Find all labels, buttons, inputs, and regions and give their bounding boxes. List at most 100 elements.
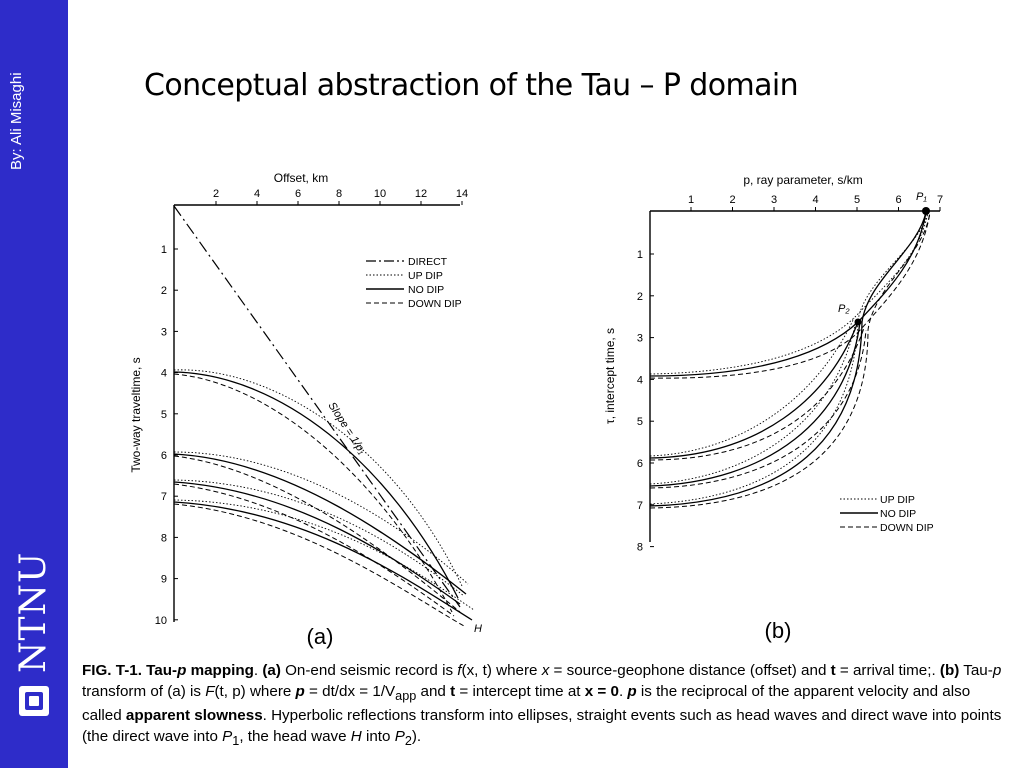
author-text: By: Ali Misaghi <box>8 72 25 170</box>
panel-a-x-axis-title: Offset, km <box>274 171 328 185</box>
head-wave-label: H <box>474 623 482 635</box>
reflection-4s-up-dip <box>173 369 463 587</box>
panel-a-y-axis-title: Two-way traveltime, s <box>129 357 143 472</box>
caption-seg6: transform of (a) is <box>82 682 206 700</box>
panel-a-x-ticks: 2 4 6 8 10 12 14 <box>213 188 468 205</box>
a-y-tick-label-3: 3 <box>161 326 167 338</box>
b-y-tick-label-5: 5 <box>637 416 643 428</box>
caption-eq-p: p <box>295 682 305 700</box>
ellipse-6s-down-dip <box>649 327 865 461</box>
a-y-tick-label-2: 2 <box>161 285 167 297</box>
panel-a-label: (a) <box>307 624 334 649</box>
caption-fx: f <box>457 662 462 679</box>
caption-seg13: , the head wave <box>239 727 351 745</box>
b-y-tick-label-4: 4 <box>637 374 643 386</box>
b-y-tick-label-7: 7 <box>637 500 643 512</box>
caption-p2-sub: 2 <box>404 733 412 748</box>
b-y-tick-label-1: 1 <box>637 249 643 261</box>
b-x-tick-label-5: 5 <box>854 194 860 206</box>
caption-seg12: . Hyperbolic reflections transform into … <box>82 707 1002 745</box>
ellipse-6s-no-dip <box>649 321 859 459</box>
ellipse-67s-no-dip <box>649 321 861 487</box>
b-x-tick-label-2: 2 <box>729 194 735 206</box>
caption-dot: . <box>253 662 263 679</box>
a-x-tick-label-6: 6 <box>295 188 301 200</box>
caption-seg11: is the reciprocal of the apparent veloci… <box>82 682 971 725</box>
caption-p2: P <box>394 727 405 745</box>
ellipse-71s-no-dip <box>649 211 927 507</box>
panel-b-label: (b) <box>765 618 792 643</box>
caption-seg3: = source-geophone distance (offset) and <box>549 662 831 679</box>
reflection-6s-no-dip <box>173 453 467 595</box>
caption-seg1: On-end seismic record is <box>280 662 458 679</box>
caption-eq-text: = dt/dx = 1/V <box>304 682 396 700</box>
caption-eq-zero: = 0 <box>593 682 619 700</box>
a-y-tick-label-1: 1 <box>161 244 167 256</box>
panel-a-legend: DIRECT UP DIP NO DIP DOWN DIP <box>366 256 462 310</box>
reflection-4s-no-dip <box>173 371 459 599</box>
caption-var-t2: t <box>450 682 456 700</box>
sidebar: By: Ali Misaghi NTNU <box>0 0 68 768</box>
caption-heading-tau: Tau- <box>146 662 178 679</box>
caption-heading-p: p <box>177 662 187 679</box>
a-y-tick-label-9: 9 <box>161 574 167 586</box>
caption-seg2: where <box>491 662 542 679</box>
ellipse-4s-up-dip <box>649 211 929 375</box>
caption-heading: Tau-p mapping <box>146 662 254 679</box>
ellipse-4s-no-dip <box>649 211 927 377</box>
a-x-tick-label-12: 12 <box>415 188 427 200</box>
caption-fig-label: FIG. T-1. <box>82 662 142 679</box>
ntnu-wordmark: NTNU <box>13 551 54 673</box>
caption-fF-args: (t, p) <box>214 682 246 700</box>
caption-h: H <box>350 727 362 745</box>
b-x-tick-label-6: 6 <box>895 194 901 206</box>
ellipse-67s-down-dip <box>649 329 867 489</box>
caption-eq-sub: app <box>395 688 417 703</box>
caption-p1-sub: 1 <box>232 733 240 748</box>
ntnu-logo-icon <box>19 686 49 716</box>
panel-b-x-axis-title: p, ray parameter, s/km <box>743 173 862 187</box>
caption-marker-b: (b) <box>939 662 960 679</box>
a-y-tick-label-6: 6 <box>161 450 167 462</box>
a-y-tick-label-7: 7 <box>161 491 167 503</box>
a-x-tick-label-8: 8 <box>336 188 342 200</box>
legend-a-direct: DIRECT <box>408 256 448 268</box>
caption-var-p2: p <box>627 682 637 700</box>
caption-seg15: ). <box>411 727 422 745</box>
b-y-tick-label-6: 6 <box>637 458 643 470</box>
ellipse-71s-up-dip <box>649 211 929 505</box>
direct-wave-line <box>173 205 461 608</box>
panel-b-legend: UP DIP NO DIP DOWN DIP <box>840 494 934 534</box>
reflection-67s-no-dip <box>173 481 461 605</box>
legend-a-no-dip: NO DIP <box>408 284 444 296</box>
caption-p1: P <box>222 727 233 745</box>
a-x-tick-label-4: 4 <box>254 188 260 200</box>
caption-seg9: = intercept time at <box>455 682 585 700</box>
a-y-tick-label-10: 10 <box>155 615 167 627</box>
b-x-tick-label-1: 1 <box>688 194 694 206</box>
reflection-67s-down-dip <box>173 483 455 617</box>
caption-seg4: = arrival time;. <box>835 662 940 679</box>
b-x-tick-label-4: 4 <box>812 194 818 206</box>
reflection-4s-down-dip <box>173 373 453 613</box>
a-y-tick-label-8: 8 <box>161 532 167 544</box>
ellipse-6s-up-dip <box>649 317 855 457</box>
caption-var-p: p <box>992 662 1002 679</box>
reflection-71s-down-dip <box>173 503 465 627</box>
b-y-tick-label-3: 3 <box>637 333 643 345</box>
figure-caption: FIG. T-1. Tau-p mapping. (a) On-end seis… <box>82 661 1012 751</box>
b-y-tick-label-2: 2 <box>637 291 643 303</box>
caption-seg14: into <box>361 727 395 745</box>
ellipse-71s-down-dip <box>649 211 931 509</box>
reflection-67s-up-dip <box>173 479 465 597</box>
caption-var-t: t <box>830 662 836 679</box>
b-x-tick-label-3: 3 <box>771 194 777 206</box>
legend-b-up-dip: UP DIP <box>880 494 915 506</box>
panel-a-y-ticks: 1 2 3 4 5 6 7 8 9 10 <box>155 244 178 627</box>
reflection-71s-up-dip <box>173 499 475 611</box>
panel-b-y-axis-title: τ, intercept time, s <box>603 328 617 424</box>
point-p2-marker <box>854 318 862 326</box>
a-y-tick-label-5: 5 <box>161 409 167 421</box>
caption-seg8: and <box>416 682 451 700</box>
